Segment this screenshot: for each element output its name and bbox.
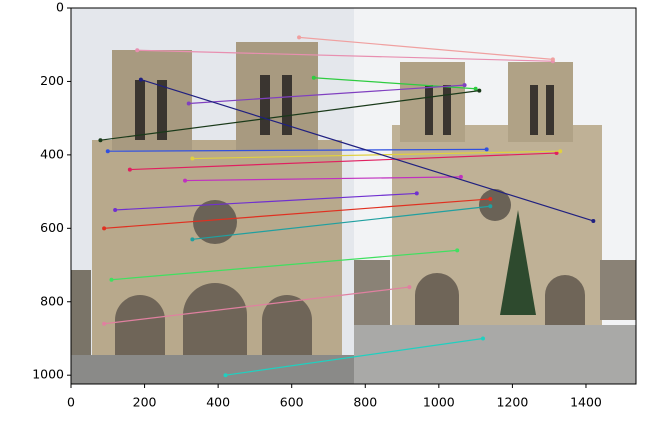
match-line — [185, 176, 461, 182]
keypoint — [455, 248, 460, 253]
y-tick-label: 0 — [56, 0, 64, 15]
x-tick-label: 200 — [133, 395, 157, 410]
keypoint — [480, 336, 485, 341]
match-line — [129, 152, 557, 171]
keypoint — [190, 237, 195, 242]
keypoint — [477, 88, 482, 93]
x-tick-label: 1200 — [497, 395, 529, 410]
match-line — [188, 84, 465, 105]
keypoint — [113, 207, 118, 212]
match-line — [140, 79, 594, 222]
y-tick-label: 200 — [40, 73, 64, 88]
keypoint — [488, 204, 493, 209]
x-tick-label: 0 — [67, 395, 75, 410]
match-line — [313, 77, 476, 90]
keypoint — [223, 373, 228, 378]
keypoint — [558, 149, 563, 154]
match-line — [100, 90, 480, 141]
keypoint — [135, 48, 140, 53]
matches — [98, 35, 596, 378]
x-tick-label: 800 — [353, 395, 377, 410]
match-line — [225, 337, 484, 376]
ticks: 0 200 400 600 800 1000 1200 1400 0 200 400 600 800 10… — [32, 0, 602, 410]
match-line — [107, 148, 487, 152]
match-line — [104, 198, 491, 229]
keypoint — [462, 83, 467, 88]
y-tick-label: 800 — [40, 293, 64, 308]
axes-frame — [70, 7, 637, 385]
keypoint — [591, 218, 596, 223]
match-line — [115, 192, 417, 211]
keypoint — [550, 57, 555, 62]
match-line — [111, 249, 458, 281]
keypoint — [488, 196, 493, 201]
keypoint — [311, 75, 316, 80]
keypoint — [297, 35, 302, 40]
y-tick-label: 1000 — [32, 367, 64, 382]
keypoint — [484, 147, 489, 152]
keypoint — [554, 151, 559, 156]
keypoint — [458, 174, 463, 179]
x-tick-label: 1000 — [423, 395, 455, 410]
keypoint — [105, 149, 110, 154]
keypoint — [138, 77, 143, 82]
y-tick-label: 600 — [40, 220, 64, 235]
match-line — [299, 36, 553, 61]
keypoint — [473, 86, 478, 91]
x-tick-label: 1400 — [570, 395, 602, 410]
keypoint — [102, 321, 107, 326]
keypoint — [414, 191, 419, 196]
x-tick-label: 600 — [280, 395, 304, 410]
match-line — [137, 49, 553, 62]
keypoint — [98, 138, 103, 143]
match-line — [192, 205, 491, 240]
keypoint — [127, 167, 132, 172]
match-line — [104, 286, 410, 325]
y-tick-label: 400 — [40, 146, 64, 161]
keypoint — [102, 226, 107, 231]
keypoint — [407, 285, 412, 290]
keypoint — [183, 178, 188, 183]
keypoint — [186, 101, 191, 106]
x-tick-label: 400 — [206, 395, 230, 410]
photo — [71, 8, 636, 384]
keypoint — [190, 156, 195, 161]
match-line — [192, 150, 561, 160]
keypoint — [109, 277, 114, 282]
